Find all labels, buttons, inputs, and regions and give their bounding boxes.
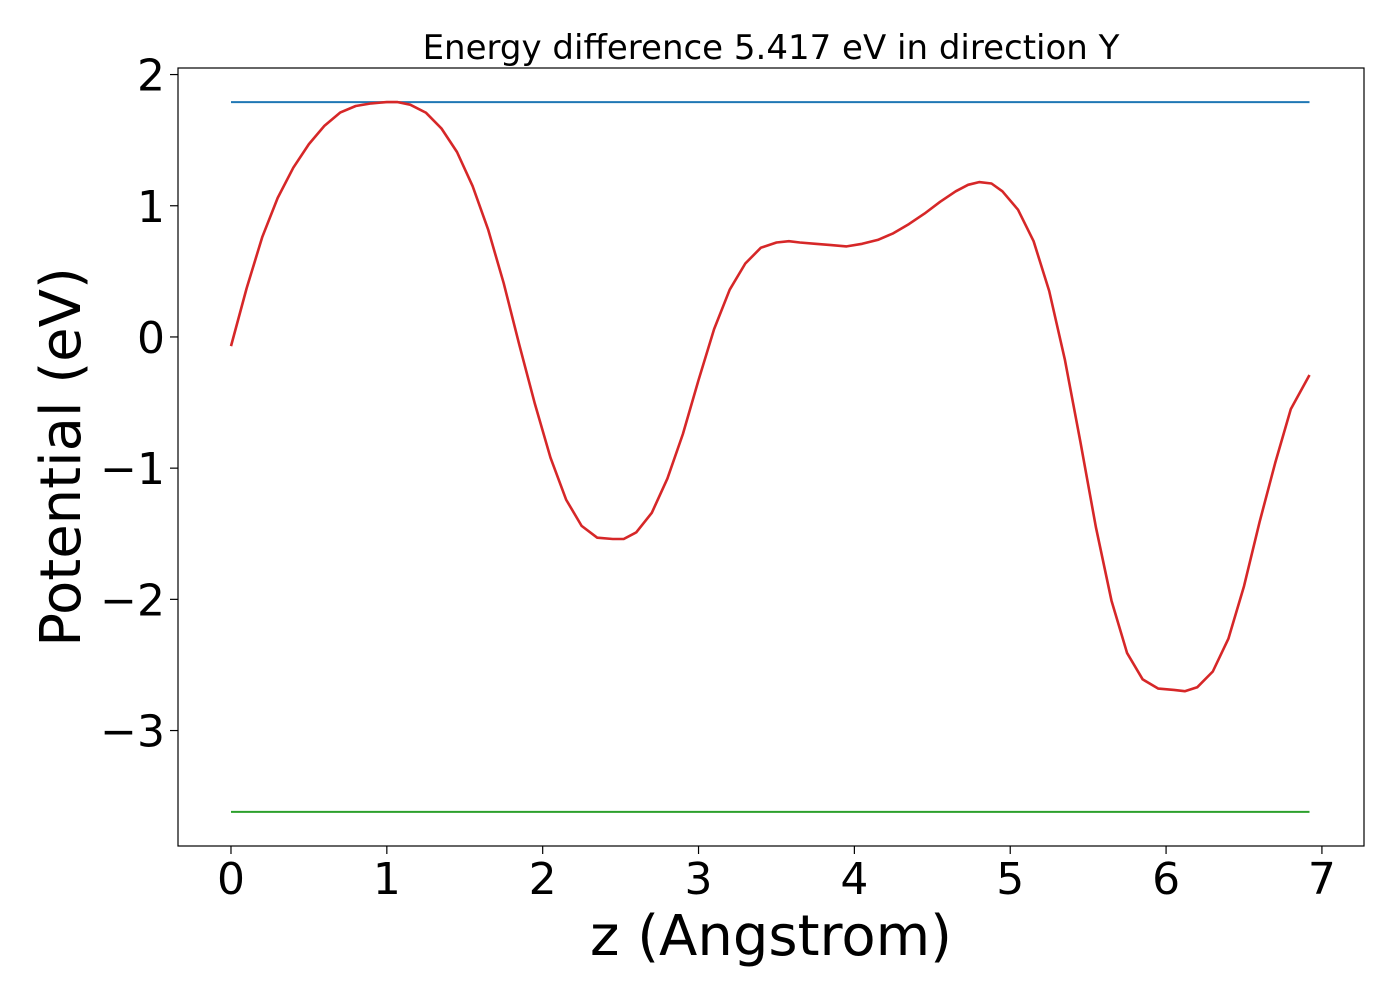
series-line-0 <box>229 100 1311 693</box>
plot-lines <box>229 100 1311 813</box>
y-tick-label: −3 <box>100 707 165 758</box>
x-tick-label: 2 <box>529 854 557 905</box>
plot-frame <box>177 67 1365 847</box>
x-axis-label: z (Angstrom) <box>590 904 952 969</box>
x-tick-label: 3 <box>685 854 713 905</box>
y-axis-label: Potential (eV) <box>29 267 94 647</box>
x-tick-label: 5 <box>996 854 1024 905</box>
y-tick-label: 0 <box>137 313 165 364</box>
y-tick-label: −1 <box>100 444 165 495</box>
x-tick-label: 1 <box>373 854 401 905</box>
x-axis-ticks: 0 1 2 3 4 5 6 7 <box>217 846 1336 905</box>
x-tick-label: 7 <box>1308 854 1336 905</box>
x-tick-label: 6 <box>1152 854 1180 905</box>
x-tick-label: 4 <box>840 854 868 905</box>
y-tick-label: 1 <box>137 182 165 233</box>
y-tick-label: 2 <box>137 51 165 102</box>
chart-title: Energy difference 5.417 eV in direction … <box>423 28 1120 68</box>
y-axis-ticks: −3 −2 −1 0 1 2 <box>100 51 178 758</box>
x-tick-label: 0 <box>217 854 245 905</box>
y-tick-label: −2 <box>100 575 165 626</box>
